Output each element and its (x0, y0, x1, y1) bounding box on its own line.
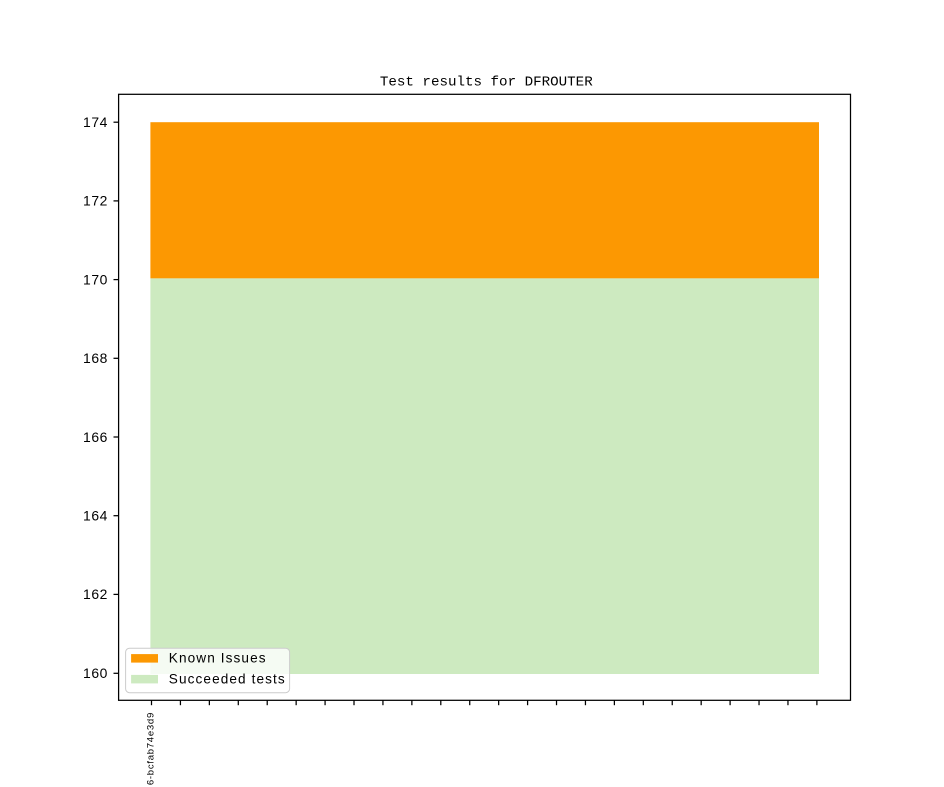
svg-text:166: 166 (83, 429, 108, 445)
svg-text:Known Issues: Known Issues (169, 651, 267, 666)
svg-text:168: 168 (83, 350, 108, 366)
svg-text:172: 172 (83, 193, 108, 209)
svg-text:170: 170 (83, 271, 108, 287)
svg-text:6-bcfab74e3d9: 6-bcfab74e3d9 (146, 712, 157, 785)
svg-text:164: 164 (83, 507, 108, 523)
svg-text:162: 162 (83, 586, 108, 602)
svg-text:174: 174 (83, 114, 108, 130)
svg-text:Succeeded tests: Succeeded tests (169, 672, 286, 687)
svg-text:160: 160 (83, 665, 108, 681)
svg-text:Test results for DFROUTER: Test results for DFROUTER (380, 75, 593, 91)
